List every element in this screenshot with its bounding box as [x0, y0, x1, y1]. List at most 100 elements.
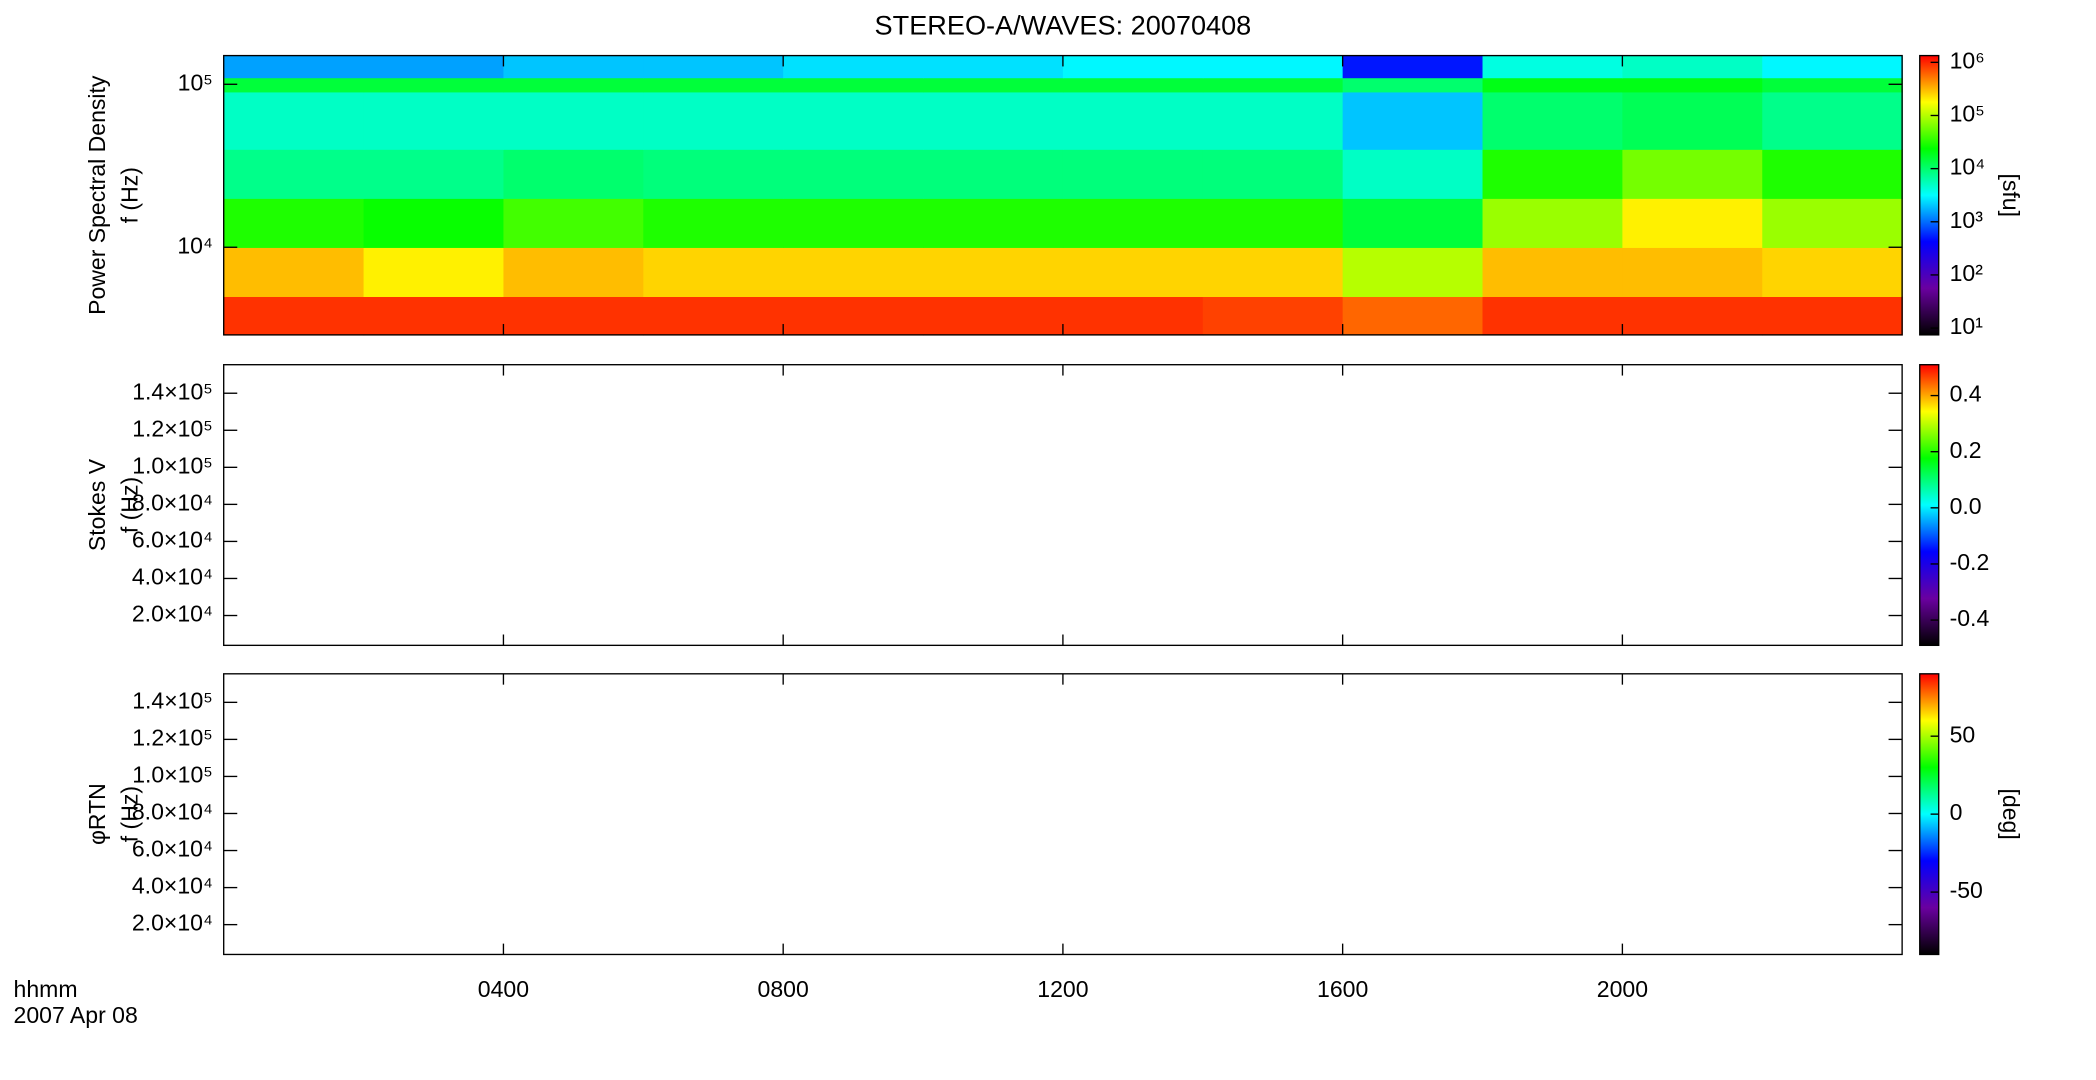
y-tick-label: 2.0×10⁴ — [132, 910, 213, 936]
spectrogram-cell — [923, 55, 1064, 79]
spectrogram-cell — [783, 198, 924, 248]
spectrogram-cell — [503, 55, 644, 79]
spectrogram-cell — [1062, 91, 1204, 150]
spectrogram-cell — [363, 149, 505, 199]
spectrogram-cell — [783, 247, 924, 297]
spectrogram-cell — [503, 149, 644, 199]
spectrogram-cell — [1062, 198, 1204, 248]
y-tick-label: 4.0×10⁴ — [132, 564, 213, 590]
spectrogram-cell — [223, 247, 365, 297]
x-tick-label: 0800 — [758, 976, 809, 1002]
plot-frame — [223, 673, 1903, 956]
spectrogram-cell — [1202, 77, 1344, 93]
spectrogram-cell — [1202, 55, 1344, 79]
spectrogram-cell — [503, 91, 644, 150]
spectrogram-cell — [1202, 198, 1344, 248]
colorbar-tick-label: 0.2 — [1950, 437, 1982, 463]
y-axis-label: Power Spectral Density — [84, 75, 110, 315]
spectrogram-cell — [503, 247, 644, 297]
spectrogram-cell — [1762, 77, 1903, 93]
y-axis-label: Stokes V — [84, 458, 110, 551]
spectrogram-cell — [1762, 91, 1903, 150]
spectrogram-cell — [1482, 77, 1624, 93]
date-label: 2007 Apr 08 — [14, 1002, 138, 1028]
spectrogram-cell — [1062, 149, 1204, 199]
spectrogram-cell — [1622, 198, 1763, 248]
y-tick-label: 6.0×10⁴ — [132, 836, 213, 862]
colorbar — [1919, 364, 1940, 647]
spectrogram-cell — [1342, 247, 1484, 297]
spectrogram-cell — [783, 149, 924, 199]
y-axis-label: f (Hz) — [117, 167, 143, 223]
y-tick-label: 10⁴ — [177, 232, 213, 258]
colorbar-tick-label: 10⁶ — [1950, 47, 1985, 73]
spectrogram-cell — [1342, 77, 1484, 93]
spectrogram-cell — [1202, 149, 1344, 199]
spectrogram-cell — [1482, 55, 1624, 79]
spectrogram-cell — [363, 247, 505, 297]
spectrogram-cell — [783, 77, 924, 93]
spectrogram-cell — [1342, 296, 1484, 336]
colorbar — [1919, 54, 1940, 336]
spectrogram-cell — [503, 77, 644, 93]
y-axis-label: f (Hz) — [117, 786, 143, 842]
spectrogram-cell — [1202, 247, 1344, 297]
spectrogram-cell — [223, 77, 365, 93]
spectrogram-cell — [363, 55, 505, 79]
x-tick-label: 1600 — [1317, 976, 1368, 1002]
spectrogram-cell — [223, 55, 365, 79]
colorbar-tick-label: 10⁴ — [1950, 154, 1986, 180]
spectrogram-cell — [223, 198, 365, 248]
y-tick-label: 10⁵ — [178, 69, 213, 95]
spectrogram-cell — [1482, 91, 1624, 150]
colorbar-tick-label: -0.4 — [1950, 605, 1990, 631]
spectrogram-cell — [1062, 247, 1204, 297]
x-tick-label: 1200 — [1037, 976, 1088, 1002]
spectrogram-cell — [223, 91, 365, 150]
colorbar-tick-label: 10² — [1950, 260, 1984, 286]
y-tick-label: 1.4×10⁵ — [132, 687, 213, 713]
spectrogram-cell — [1342, 91, 1484, 150]
spectrogram-cell — [643, 198, 784, 248]
y-tick-label: 4.0×10⁴ — [132, 873, 213, 899]
spectrogram-cell — [643, 55, 784, 79]
spectrogram-cell — [1342, 198, 1484, 248]
colorbar-tick-label: 10³ — [1950, 207, 1984, 233]
spectrogram-cell — [1342, 55, 1484, 79]
spectrogram-cell — [923, 296, 1064, 336]
spectrogram-cell — [783, 91, 924, 150]
y-tick-label: 2.0×10⁴ — [132, 601, 213, 627]
y-axis-label: φRTN — [84, 783, 110, 845]
spectrogram-cell — [223, 149, 365, 199]
spectrogram-cell — [923, 198, 1064, 248]
spectrogram-cell — [923, 91, 1064, 150]
spectrogram-cell — [1202, 91, 1344, 150]
x-axis-label: hhmm — [14, 976, 78, 1002]
spectrogram-cell — [1762, 55, 1903, 79]
colorbar-tick-label: -0.2 — [1950, 549, 1990, 575]
colorbar-tick-label: 10¹ — [1950, 313, 1984, 339]
spectrogram-cell — [1622, 296, 1763, 336]
x-tick-label: 0400 — [478, 976, 529, 1002]
x-tick-label: 2000 — [1597, 976, 1648, 1002]
spectrogram-cell — [923, 77, 1064, 93]
spectrogram-cell — [363, 198, 505, 248]
spectrogram-cell — [363, 77, 505, 93]
spectrogram-cell — [643, 247, 784, 297]
spectrogram-cell — [363, 91, 505, 150]
spectrogram-cell — [783, 55, 924, 79]
spectrogram-cell — [643, 296, 784, 336]
spectrogram-cell — [1062, 296, 1204, 336]
spectrogram-cell — [1482, 296, 1624, 336]
spectrogram-cell — [923, 247, 1064, 297]
spectrogram-cell — [1622, 77, 1763, 93]
spectrogram-cell — [643, 149, 784, 199]
y-tick-label: 1.0×10⁵ — [132, 762, 213, 788]
y-tick-label: 1.2×10⁵ — [132, 724, 213, 750]
figure-title: STEREO-A/WAVES: 20070408 — [875, 9, 1252, 40]
spectrogram-cell — [923, 149, 1064, 199]
spectrogram-cell — [1062, 77, 1204, 93]
y-tick-label: 1.0×10⁵ — [132, 452, 213, 478]
spectrogram-cell — [1622, 149, 1763, 199]
